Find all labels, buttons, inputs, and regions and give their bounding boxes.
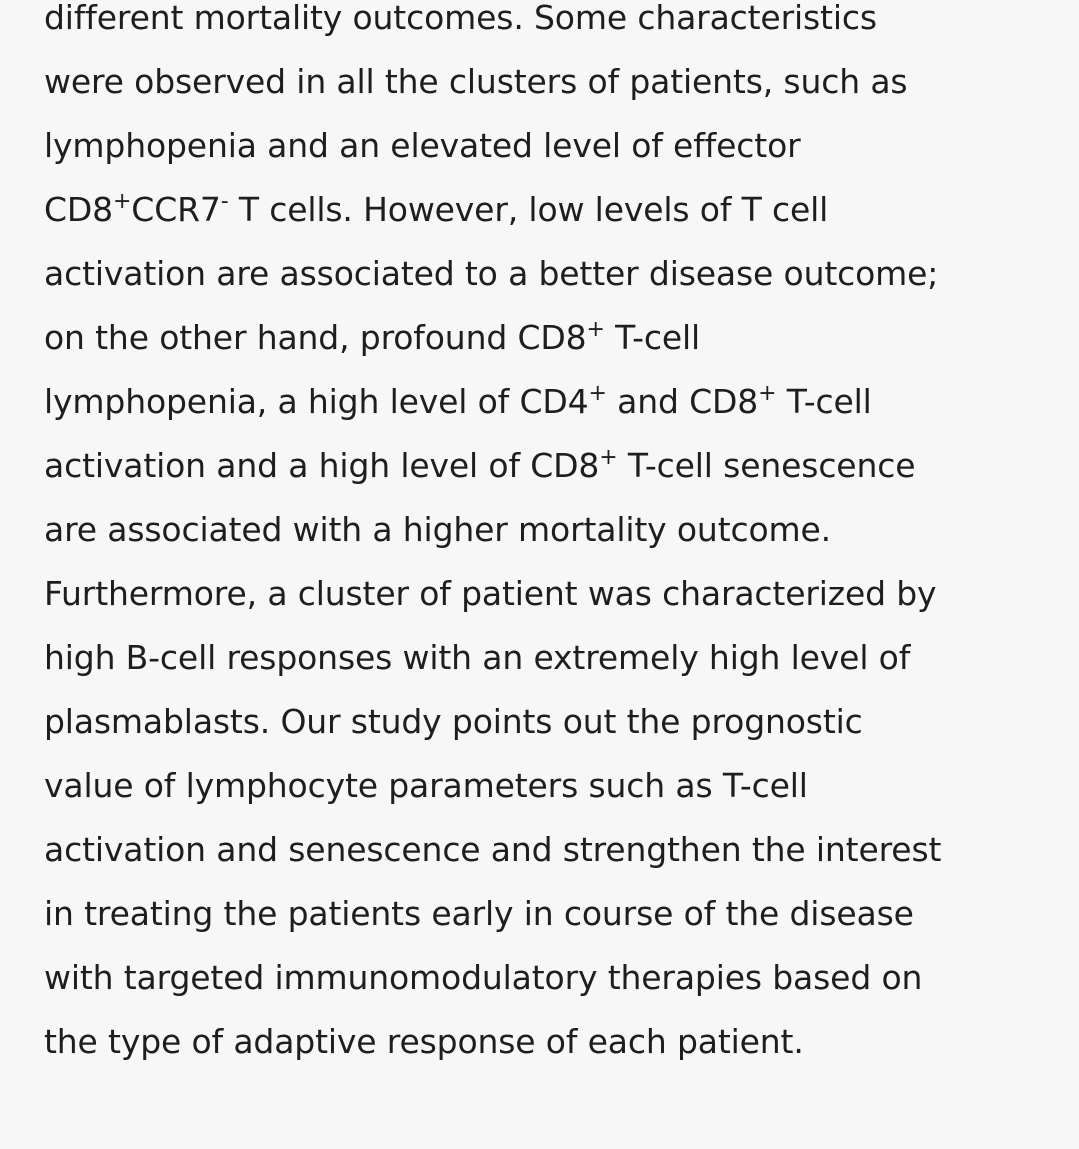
text-line: on the other hand, profound CD8+ T-cell — [44, 317, 701, 357]
text-line: plasmablasts. Our study points out the p… — [44, 702, 863, 741]
text-line: activation are associated to a better di… — [44, 254, 939, 293]
superscript: - — [220, 189, 229, 214]
text-line: with targeted immunomodulatory therapies… — [44, 958, 923, 997]
superscript: + — [758, 381, 777, 406]
text-line: the type of adaptive response of each pa… — [44, 1022, 804, 1061]
superscript: + — [588, 381, 607, 406]
superscript: + — [599, 445, 618, 470]
superscript: + — [586, 317, 605, 342]
text-line: high B-cell responses with an extremely … — [44, 638, 911, 677]
text-line: Furthermore, a cluster of patient was ch… — [44, 574, 937, 613]
text-line: activation and a high level of CD8+ T-ce… — [44, 445, 916, 485]
text-line: in treating the patients early in course… — [44, 894, 914, 933]
text-line: lymphopenia, a high level of CD4+ and CD… — [44, 381, 872, 421]
superscript: + — [113, 189, 132, 214]
text-line: activation and senescence and strengthen… — [44, 830, 942, 869]
text-line: were observed in all the clusters of pat… — [44, 62, 908, 101]
text-line: are associated with a higher mortality o… — [44, 510, 832, 549]
text-line: CD8+CCR7- T cells. However, low levels o… — [44, 189, 829, 229]
text-line: different mortality outcomes. Some chara… — [44, 0, 877, 37]
text-line: lymphopenia and an elevated level of eff… — [44, 126, 801, 165]
text-line: value of lymphocyte parameters such as T… — [44, 766, 808, 805]
abstract-text: different mortality outcomes. Some chara… — [44, 0, 1064, 1074]
